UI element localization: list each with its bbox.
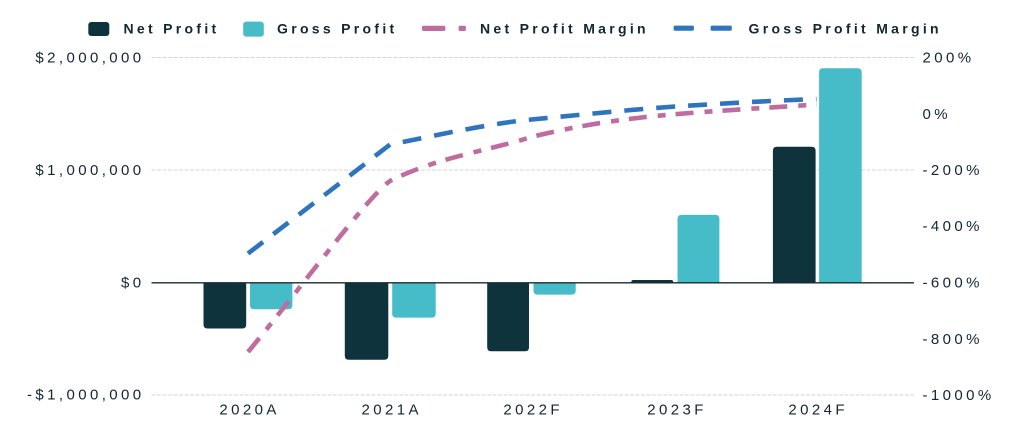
svg-text:-$1,000,000: -$1,000,000 xyxy=(27,387,144,404)
svg-text:Gross Profit Margin: Gross Profit Margin xyxy=(749,21,942,37)
svg-text:-800%: -800% xyxy=(923,331,983,348)
svg-text:0%: 0% xyxy=(923,106,951,123)
svg-text:-1000%: -1000% xyxy=(923,387,995,404)
svg-text:200%: 200% xyxy=(923,50,975,67)
svg-text:2020A: 2020A xyxy=(219,402,279,419)
svg-text:2021A: 2021A xyxy=(362,402,422,419)
svg-text:Net Profit: Net Profit xyxy=(124,21,220,37)
svg-text:Gross Profit: Gross Profit xyxy=(277,21,398,37)
svg-text:$1,000,000: $1,000,000 xyxy=(35,162,144,179)
svg-text:-200%: -200% xyxy=(923,162,983,179)
svg-text:$0: $0 xyxy=(121,275,145,292)
svg-text:$2,000,000: $2,000,000 xyxy=(35,50,144,67)
svg-text:2024F: 2024F xyxy=(788,402,848,419)
svg-text:2023F: 2023F xyxy=(647,402,707,419)
svg-text:-400%: -400% xyxy=(923,218,983,235)
svg-text:-600%: -600% xyxy=(923,275,983,292)
svg-text:2022F: 2022F xyxy=(503,402,563,419)
svg-text:Net Profit Margin: Net Profit Margin xyxy=(480,21,649,37)
